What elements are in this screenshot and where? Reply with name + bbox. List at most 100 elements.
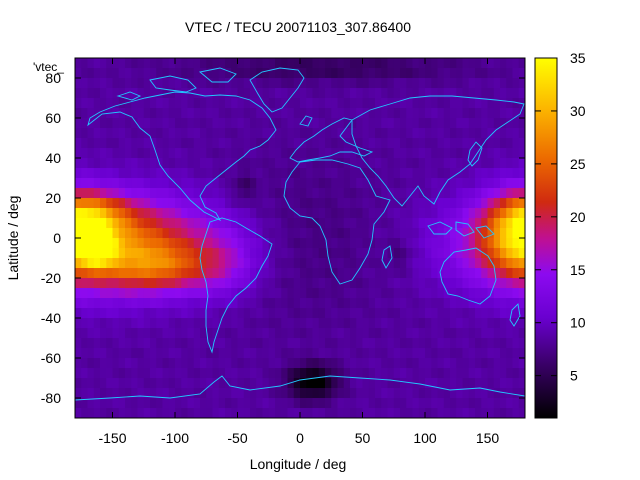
heatmap-cell (431, 178, 439, 189)
heatmap-cell (337, 408, 345, 418)
heatmap-cell (187, 248, 195, 259)
heatmap-cell (287, 288, 295, 299)
heatmap-cell (237, 288, 245, 299)
heatmap-cell (343, 358, 351, 369)
heatmap-cell (325, 98, 332, 109)
heatmap-cell (218, 298, 226, 309)
heatmap-cell (450, 88, 457, 99)
heatmap-cell (475, 98, 482, 109)
heatmap-cell (181, 88, 189, 99)
heatmap-cell (381, 108, 389, 119)
heatmap-cell (456, 408, 464, 418)
heatmap-cell (325, 188, 332, 199)
heatmap-cell (281, 138, 289, 149)
heatmap-cell (406, 398, 414, 409)
heatmap-cell (281, 388, 289, 399)
heatmap-cell (393, 178, 401, 189)
heatmap-cell (162, 68, 170, 79)
heatmap-cell (100, 88, 107, 99)
heatmap-cell (106, 278, 114, 289)
heatmap-cell (131, 88, 139, 99)
heatmap-cell (156, 138, 164, 149)
heatmap-cell (387, 378, 395, 389)
heatmap-cell (218, 408, 226, 418)
heatmap-cell (93, 358, 101, 369)
heatmap-cell (475, 248, 482, 259)
heatmap-cell (362, 168, 370, 179)
heatmap-cell (500, 208, 507, 219)
heatmap-cell (200, 208, 207, 219)
heatmap-cell (237, 148, 245, 159)
heatmap-cell (381, 98, 389, 109)
heatmap-cell (81, 228, 89, 239)
heatmap-cell (506, 228, 514, 239)
heatmap-cell (100, 318, 107, 329)
heatmap-cell (275, 178, 282, 189)
heatmap-cell (425, 68, 432, 79)
heatmap-cell (81, 388, 89, 399)
heatmap-cell (275, 118, 282, 129)
heatmap-cell (387, 138, 395, 149)
heatmap-cell (225, 88, 232, 99)
heatmap-cell (212, 238, 220, 249)
heatmap-cell (506, 218, 514, 229)
heatmap-cell (193, 318, 201, 329)
heatmap-cell (212, 268, 220, 279)
heatmap-cell (243, 128, 251, 139)
heatmap-cell (331, 158, 339, 169)
heatmap-cell (256, 138, 264, 149)
heatmap-cell (281, 238, 289, 249)
heatmap-cell (175, 198, 182, 209)
heatmap-cell (268, 348, 276, 359)
heatmap-cell (175, 118, 182, 129)
heatmap-cell (381, 248, 389, 259)
heatmap-cell (412, 328, 420, 339)
heatmap-cell (125, 368, 132, 379)
heatmap-cell (512, 388, 520, 399)
heatmap-cell (218, 278, 226, 289)
heatmap-cell (418, 158, 426, 169)
heatmap-cell (256, 218, 264, 229)
heatmap-cell (450, 198, 457, 209)
heatmap-cell (231, 178, 239, 189)
heatmap-cell (143, 138, 151, 149)
heatmap-cell (181, 408, 189, 418)
heatmap-cell (412, 318, 420, 329)
heatmap-cell (293, 228, 301, 239)
heatmap-cell (506, 248, 514, 259)
heatmap-cell (518, 408, 525, 418)
heatmap-cell (287, 198, 295, 209)
heatmap-cell (462, 108, 470, 119)
heatmap-cell (462, 168, 470, 179)
heatmap-cell (462, 88, 470, 99)
heatmap-cell (300, 68, 307, 79)
heatmap-cell (312, 238, 320, 249)
heatmap-cell (75, 288, 82, 299)
heatmap-cell (112, 348, 120, 359)
heatmap-cell (143, 98, 151, 109)
heatmap-cell (518, 178, 525, 189)
heatmap-cell (275, 378, 282, 389)
heatmap-cell (81, 338, 89, 349)
heatmap-cell (131, 288, 139, 299)
heatmap-cell (450, 208, 457, 219)
heatmap-cell (162, 148, 170, 159)
heatmap-cell (406, 408, 414, 418)
heatmap-cell (425, 58, 432, 69)
heatmap-cell (225, 358, 232, 369)
heatmap-cell (87, 308, 95, 319)
heatmap-cell (500, 308, 507, 319)
heatmap-cell (193, 408, 201, 418)
heatmap-cell (356, 328, 364, 339)
heatmap-cell (193, 168, 201, 179)
heatmap-cell (87, 388, 95, 399)
heatmap-cell (437, 198, 445, 209)
heatmap-cell (487, 158, 495, 169)
heatmap-cell (350, 398, 357, 409)
heatmap-cell (87, 188, 95, 199)
heatmap-cell (337, 368, 345, 379)
heatmap-cell (350, 388, 357, 399)
heatmap-cell (181, 338, 189, 349)
heatmap-cell (437, 178, 445, 189)
heatmap-cell (481, 318, 489, 329)
